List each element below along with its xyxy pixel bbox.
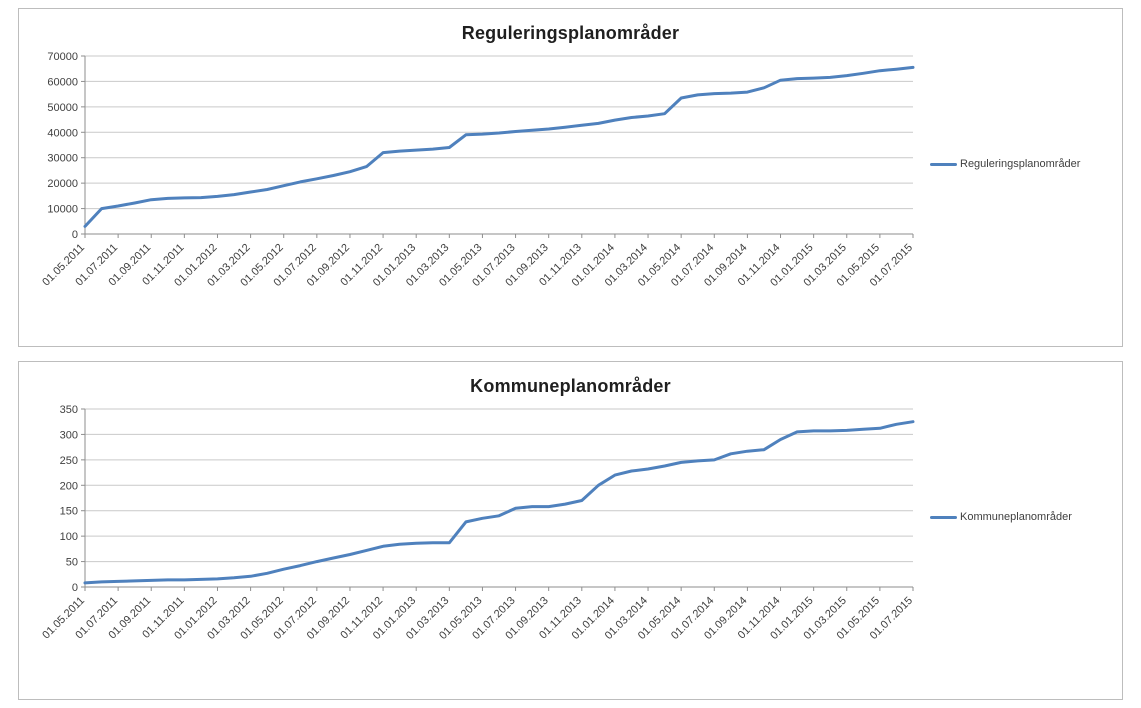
svg-text:0: 0 <box>72 582 78 594</box>
line-chart-kommuneplanomrader: 05010015020025030035001.05.201101.07.201… <box>40 404 915 642</box>
svg-text:50000: 50000 <box>47 102 78 114</box>
chart-title-kommuneplanomrader: Kommuneplanområder <box>470 376 671 396</box>
svg-text:30000: 30000 <box>47 153 78 165</box>
svg-text:350: 350 <box>60 404 78 416</box>
chart-panel-kommuneplanomrader: Kommuneplanområder 0 50 100 150 200 250 300 350… <box>18 361 1123 700</box>
svg-text:100: 100 <box>60 531 78 543</box>
legend-reguleringsplanomrader: Reguleringsplanområder <box>930 158 1080 170</box>
svg-text:40000: 40000 <box>47 127 78 139</box>
svg-text:0: 0 <box>72 229 78 241</box>
chart-panel-reguleringsplanomrader: Reguleringsplanområder 0 10000 20000 30000 4… <box>18 8 1123 347</box>
svg-text:50: 50 <box>66 557 78 569</box>
svg-text:70000: 70000 <box>47 51 78 63</box>
legend-line-marker-icon <box>930 515 957 519</box>
legend-label: Reguleringsplanområder <box>960 158 1081 170</box>
svg-text:300: 300 <box>60 429 78 441</box>
svg-text:60000: 60000 <box>47 76 78 88</box>
chart-body: 0 10000 20000 30000 40000 50000 60000 70000 01.0… <box>25 44 1116 320</box>
legend-line-marker-icon <box>930 162 957 166</box>
legend-kommuneplanomrader: Kommuneplanområder <box>930 511 1072 523</box>
chart-title-reguleringsplanomrader: Reguleringsplanområder <box>461 23 680 43</box>
line-chart-reguleringsplanomrader: 01000020000300004000050000600007000001.0… <box>40 51 915 289</box>
chart-body: 0 50 100 150 200 250 300 350 01.05.2011 01.07.201… <box>25 397 1116 673</box>
svg-text:250: 250 <box>60 455 78 467</box>
svg-text:200: 200 <box>60 480 78 492</box>
svg-text:150: 150 <box>60 506 78 518</box>
svg-text:10000: 10000 <box>47 204 78 216</box>
svg-text:20000: 20000 <box>47 178 78 190</box>
legend-label: Kommuneplanområder <box>960 511 1072 523</box>
